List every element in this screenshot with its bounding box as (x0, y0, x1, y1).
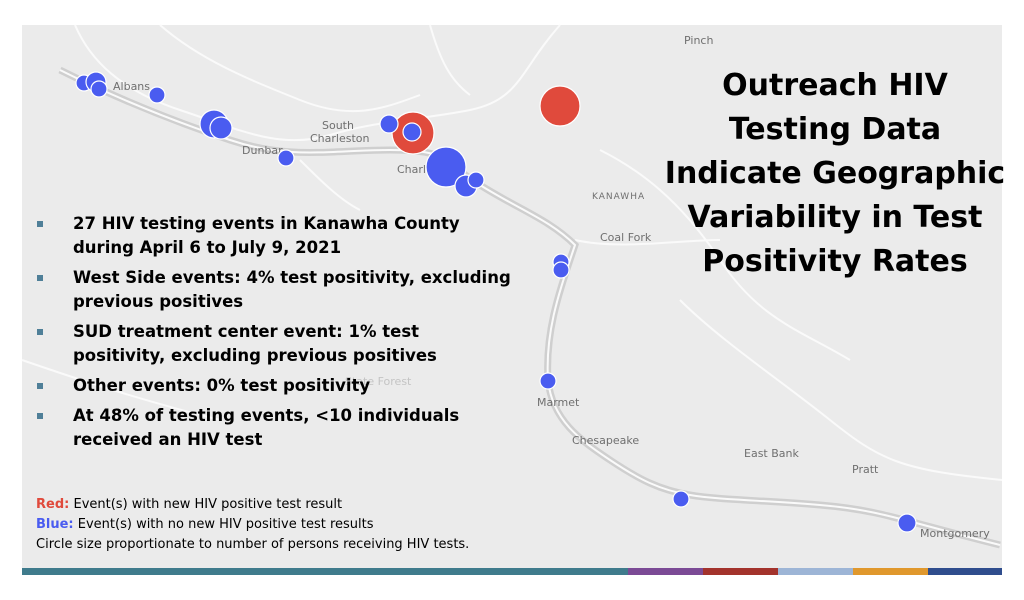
place-label: Albans (113, 80, 150, 93)
bullet-line: Other events: 0% test positivity (73, 376, 371, 395)
marker (209, 116, 233, 140)
title-line: Testing Data (728, 112, 942, 147)
legend-label: Red: (36, 497, 70, 512)
place-label: Montgomery (920, 527, 990, 540)
footer-bar (22, 568, 1002, 575)
map-background (22, 25, 1002, 568)
place-label: Charleston (310, 132, 370, 145)
bullet-line: West Side events: 4% test positivity, ex… (73, 268, 511, 287)
legend-item: Blue: Event(s) with no new HIV positive … (36, 515, 469, 535)
bar-segment (628, 568, 703, 575)
bullet: West Side events: 4% test positivity, ex… (36, 266, 511, 314)
place-label: East Bank (744, 447, 799, 460)
title-line: Outreach HIV (722, 68, 948, 103)
marker (897, 513, 917, 533)
place-label: Coal Fork (600, 231, 652, 244)
place-label: South (322, 119, 354, 132)
marker (148, 86, 166, 104)
bar-segment (928, 568, 1002, 575)
place-label: State Forest (345, 375, 412, 388)
bar-segment (853, 568, 928, 575)
bullet: 27 HIV testing events in Kanawha County d… (36, 212, 511, 260)
legend-text: Event(s) with no new HIV positive test r… (73, 517, 374, 532)
title-line: Variability in Test (687, 200, 983, 235)
marker (90, 80, 108, 98)
title: Outreach HIV Testing Data Indicate Geogr… (660, 64, 1010, 284)
place-label: Marmet (537, 396, 580, 409)
legend-item: Circle size proportionate to number of p… (36, 535, 469, 555)
title-line: Positivity Rates (702, 244, 968, 279)
bullet-line: 27 HIV testing events in Kanawha County (73, 214, 460, 233)
place-label: Pratt (852, 463, 879, 476)
bullet: SUD treatment center event: 1% test posit… (36, 320, 511, 368)
bullet-list: 27 HIV testing events in Kanawha County d… (36, 212, 511, 458)
bullet-line: At 48% of testing events, <10 individual… (73, 406, 460, 425)
bullet: Other events: 0% test positivity (36, 374, 511, 398)
bullet-line: during April 6 to July 9, 2021 (73, 238, 342, 257)
bar-segment (703, 568, 778, 575)
place-label: KANAWHA (592, 192, 645, 202)
marker (402, 122, 422, 142)
bullet-line: received an HIV test (73, 430, 263, 449)
marker (379, 114, 399, 134)
bullet-line: positivity, excluding previous positives (73, 346, 437, 365)
bar-segment (778, 568, 853, 575)
marker (539, 85, 581, 127)
marker (467, 171, 485, 189)
legend-text: Event(s) with new HIV positive test resu… (69, 497, 343, 512)
legend-text: Circle size proportionate to number of p… (36, 537, 470, 552)
title-line: Indicate Geographic (664, 156, 1006, 191)
roads (21, 24, 1003, 481)
legend-label: Blue: (36, 517, 74, 532)
bullet-line: previous positives (73, 292, 244, 311)
place-label: Pinch (684, 34, 713, 47)
legend-item: Red: Event(s) with new HIV positive test… (36, 495, 469, 515)
marker (672, 490, 690, 508)
marker (552, 261, 570, 279)
bullet: At 48% of testing events, <10 individual… (36, 404, 511, 452)
marker (539, 372, 557, 390)
markers (75, 71, 917, 533)
marker (277, 149, 295, 167)
marker (425, 146, 467, 188)
bullet-line: SUD treatment center event: 1% test (73, 322, 420, 341)
bar-segment (22, 568, 628, 575)
place-label: Chesapeake (572, 434, 639, 447)
legend: Red: Event(s) with new HIV positive test… (36, 495, 469, 555)
place-label: Dunbar (242, 144, 283, 157)
